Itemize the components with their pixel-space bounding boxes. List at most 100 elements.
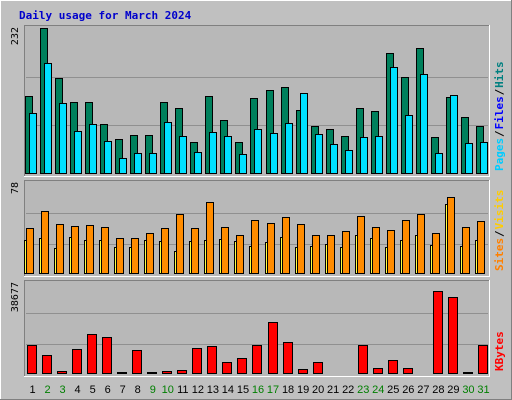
bottom-kbytes-bar — [162, 371, 172, 374]
day-label: 23 — [357, 384, 369, 396]
day-label: 31 — [477, 384, 489, 396]
top-files-bar — [179, 136, 187, 174]
bottom-kbytes-bar — [358, 345, 368, 374]
top-legend-item: / — [493, 130, 506, 137]
top-files-bar — [360, 137, 368, 174]
bottom-kbytes-bar — [448, 297, 458, 374]
top-legend: Pages/Files/Hits — [493, 61, 506, 171]
top-files-bar — [390, 67, 398, 174]
bottom-kbytes-bar — [298, 369, 308, 374]
day-label: 5 — [90, 384, 96, 396]
bottom-kbytes-bar — [252, 345, 262, 374]
middle-visits-bar — [26, 228, 34, 274]
top-files-bar — [285, 123, 293, 174]
bottom-kbytes-bar — [237, 358, 247, 374]
top-files-bar — [134, 153, 142, 174]
day-label: 2 — [44, 384, 50, 396]
bottom-kbytes-bar — [207, 346, 217, 374]
middle-visits-bar — [116, 238, 124, 274]
bottom-panel: 38677 KBytes — [10, 280, 506, 377]
top-files-bar — [435, 153, 443, 174]
top-files-bar — [164, 122, 172, 174]
top-files-bar — [254, 129, 262, 174]
day-label: 3 — [60, 384, 66, 396]
middle-visits-bar — [447, 197, 455, 274]
day-label: 24 — [372, 384, 384, 396]
day-label: 26 — [402, 384, 414, 396]
top-files-bar — [465, 143, 473, 174]
middle-visits-bar — [282, 217, 290, 274]
middle-visits-bar — [402, 220, 410, 274]
bottom-kbytes-bar — [147, 372, 157, 374]
middle-visits-bar — [176, 214, 184, 274]
top-legend-item: / — [493, 88, 506, 95]
middle-visits-bar — [462, 227, 470, 274]
top-files-bar — [119, 158, 127, 174]
middle-visits-bar — [161, 228, 169, 274]
bottom-kbytes-bar — [27, 345, 37, 374]
day-label: 10 — [162, 384, 174, 396]
top-files-bar — [420, 74, 428, 174]
day-label: 14 — [222, 384, 234, 396]
top-files-bar — [209, 132, 217, 174]
middle-visits-bar — [387, 230, 395, 274]
bottom-kbytes-bar — [373, 368, 383, 374]
bottom-legend-item: KBytes — [493, 331, 506, 371]
middle-visits-bar — [372, 227, 380, 274]
middle-visits-bar — [191, 228, 199, 274]
day-label: 15 — [237, 384, 249, 396]
middle-visits-bar — [101, 227, 109, 274]
bottom-kbytes-bar — [388, 360, 398, 374]
middle-visits-bar — [312, 235, 320, 274]
middle-visits-bar — [432, 233, 440, 274]
day-axis: 1 2 3 4 5 6 7 8 9 10 11 12 13 14 15 16 17 18 19 20 21 22 23 24 2… — [29, 384, 489, 396]
top-files-bar — [375, 136, 383, 174]
middle-visits-bar — [357, 216, 365, 274]
day-label: 13 — [207, 384, 219, 396]
middle-visits-bar — [221, 227, 229, 274]
bottom-kbytes-bar — [87, 334, 97, 374]
bottom-kbytes-bar — [433, 291, 443, 374]
middle-visits-bar — [327, 235, 335, 274]
middle-visits-bar — [71, 226, 79, 274]
bottom-kbytes-bar — [177, 370, 187, 374]
bottom-kbytes-bar — [313, 362, 323, 374]
top-files-bar — [270, 133, 278, 174]
day-label: 12 — [192, 384, 204, 396]
top-files-bar — [149, 153, 157, 174]
bottom-kbytes-bar — [117, 372, 127, 374]
bottom-kbytes-bar — [283, 342, 293, 374]
chart-title: Daily usage for March 2024 — [19, 9, 192, 22]
middle-visits-bar — [206, 202, 214, 274]
top-files-bar — [450, 95, 458, 174]
top-files-bar — [239, 154, 247, 174]
bottom-kbytes-bar — [463, 372, 473, 374]
day-label: 25 — [387, 384, 399, 396]
day-label: 8 — [135, 384, 141, 396]
day-label: 4 — [75, 384, 81, 396]
middle-ymax-label: 78 — [10, 182, 21, 194]
middle-visits-bar — [41, 211, 49, 274]
top-files-bar — [345, 150, 353, 174]
middle-visits-bar — [342, 231, 350, 274]
top-files-bar — [74, 131, 82, 174]
middle-visits-bar — [267, 223, 275, 274]
top-files-bar — [104, 141, 112, 174]
day-label: 22 — [342, 384, 354, 396]
bottom-kbytes-bar — [132, 350, 142, 374]
top-legend-item: Hits — [493, 61, 506, 88]
middle-visits-bar — [131, 238, 139, 274]
day-label: 17 — [267, 384, 279, 396]
middle-visits-bar — [86, 225, 94, 274]
middle-legend-item: / — [493, 230, 506, 237]
bottom-kbytes-bar — [57, 371, 67, 374]
middle-panel: 78 Sites/Visits — [10, 180, 506, 277]
top-files-bar — [44, 63, 52, 174]
middle-legend: Sites/Visits — [493, 190, 506, 271]
top-files-bar — [480, 142, 488, 174]
middle-visits-bar — [297, 224, 305, 274]
day-label: 28 — [432, 384, 444, 396]
